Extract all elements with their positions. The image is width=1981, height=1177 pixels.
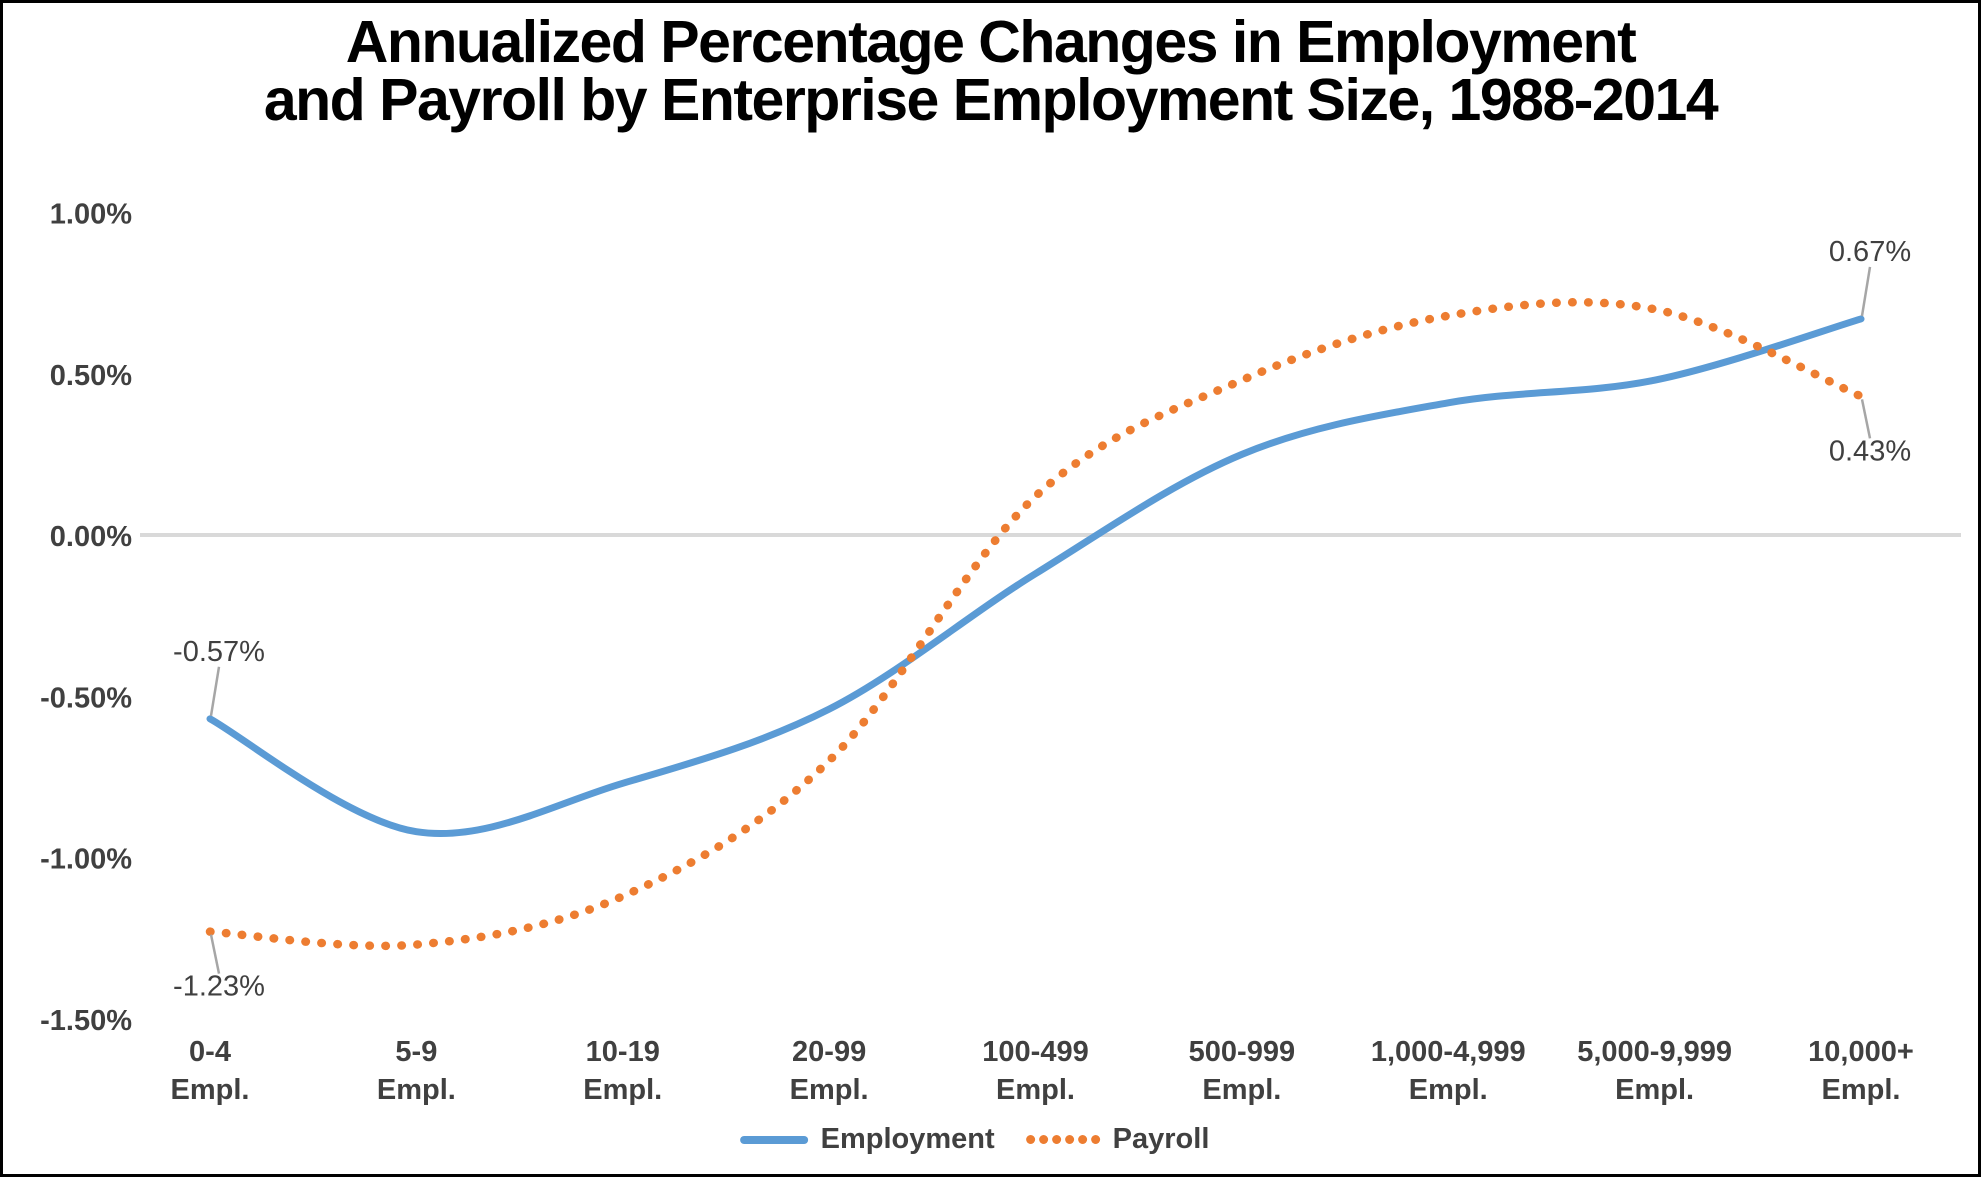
x-axis-category-label: 10-19 [586, 1036, 660, 1068]
y-axis-tick-label: -0.50% [40, 682, 132, 714]
x-axis-category-label: 5,000-9,999 [1577, 1036, 1732, 1068]
x-axis-category-label: 1,000-4,999 [1371, 1036, 1526, 1068]
x-axis-category-label: 100-499 [982, 1036, 1088, 1068]
annotation-leader-line [209, 934, 221, 974]
data-point-label: -1.23% [173, 971, 265, 1003]
line-chart-canvas: 1.00% 0.50% 0.00% -0.50% -1.00% -1.50% 0-4 Empl… [40, 199, 1961, 1106]
x-axis-category-suffix: Empl. [1409, 1074, 1488, 1106]
x-axis-category-label: 5-9 [395, 1036, 437, 1068]
y-axis-tick-label: -1.50% [40, 1005, 132, 1037]
x-axis-category-suffix: Empl. [1202, 1074, 1281, 1106]
x-axis-category-suffix: Empl. [583, 1074, 662, 1106]
x-axis-category-suffix: Empl. [171, 1074, 250, 1106]
y-axis-tick-label: 1.00% [50, 199, 132, 231]
annotation-leader-line [1860, 266, 1872, 317]
chart-legend: Employment Payroll [739, 1123, 1210, 1156]
chart-title-line1: Annualized Percentage Changes in Employm… [345, 9, 1637, 75]
chart-title-line2: and Payroll by Enterprise Employment Siz… [263, 67, 1719, 133]
annotation-leader-line [1860, 399, 1872, 439]
legend-label-payroll: Payroll [1112, 1123, 1210, 1155]
y-axis-tick-label: -1.00% [40, 844, 132, 876]
legend-label-employment: Employment [820, 1123, 995, 1155]
chart-title: Annualized Percentage Changes in Employm… [3, 9, 1978, 133]
data-point-label: 0.67% [1829, 236, 1911, 268]
x-axis-category-suffix: Empl. [996, 1074, 1075, 1106]
payroll-dots-swatch [1025, 1135, 1100, 1144]
data-point-label: -0.57% [173, 636, 265, 668]
employment-series-line [206, 315, 1865, 838]
x-axis-category-label: 500-999 [1189, 1036, 1295, 1068]
payroll-series-line [205, 298, 1866, 951]
x-axis-category-suffix: Empl. [790, 1074, 869, 1106]
x-axis-category-suffix: Empl. [1822, 1074, 1901, 1106]
x-axis-category-label: 20-99 [792, 1036, 866, 1068]
x-axis-category-suffix: Empl. [377, 1074, 456, 1106]
x-axis-category-label: 10,000+ [1808, 1036, 1914, 1068]
annotation-leader-line [209, 666, 221, 717]
y-axis-tick-label: 0.50% [50, 360, 132, 392]
data-point-label: 0.43% [1829, 435, 1911, 467]
y-axis-tick-label: 0.00% [50, 521, 132, 553]
x-axis-category-suffix: Empl. [1615, 1074, 1694, 1106]
employment-line-swatch [739, 1135, 808, 1144]
x-axis-category-label: 0-4 [189, 1036, 231, 1068]
